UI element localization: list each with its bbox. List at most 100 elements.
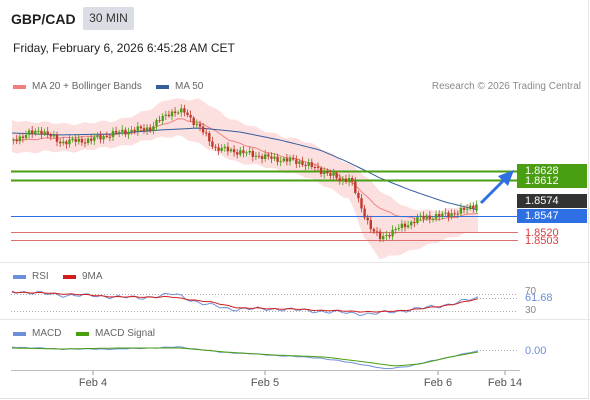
candle-bearish xyxy=(214,146,217,148)
candle-bearish xyxy=(183,108,186,113)
candle-bullish xyxy=(12,139,15,141)
candle-bullish xyxy=(394,229,397,230)
candle-bearish xyxy=(105,136,108,138)
candle-bullish xyxy=(34,130,37,134)
candle-bullish xyxy=(245,152,248,154)
candle-bearish xyxy=(319,168,323,174)
candle-bearish xyxy=(201,126,205,133)
candle-bearish xyxy=(149,127,152,131)
candle-bearish xyxy=(295,159,298,164)
candle-bullish xyxy=(450,213,453,217)
legend-rsi: RSI xyxy=(13,271,49,282)
rsi-tick-upper: 70 xyxy=(525,286,537,297)
candle-bullish xyxy=(164,114,167,116)
candle-bullish xyxy=(441,213,444,217)
candle-bullish xyxy=(239,150,242,155)
macd-signal-swatch xyxy=(76,331,89,336)
candle-bearish xyxy=(335,172,338,179)
candle-bullish xyxy=(155,120,158,127)
legend-macd-signal-label: MACD Signal xyxy=(95,328,156,339)
candle-bearish xyxy=(472,205,475,209)
ma50-swatch xyxy=(156,84,169,89)
candle-bearish xyxy=(198,123,202,127)
candle-bearish xyxy=(422,215,425,219)
candle-bearish xyxy=(326,171,329,174)
candle-bearish xyxy=(186,112,189,115)
candle-bearish xyxy=(276,156,279,162)
macd-swatch xyxy=(13,331,26,336)
candle-bearish xyxy=(59,141,62,144)
candle-bearish xyxy=(372,229,376,232)
candle-bearish xyxy=(49,134,52,137)
legend-ma50: MA 50 xyxy=(156,81,203,92)
candle-bullish xyxy=(332,172,335,176)
candle-bearish xyxy=(344,178,348,182)
candle-bearish xyxy=(338,178,341,182)
timeframe-button[interactable]: 30 MIN xyxy=(83,7,134,30)
candle-bearish xyxy=(31,130,34,134)
candle-bullish xyxy=(68,139,71,145)
candle-bullish xyxy=(24,134,28,138)
candle-bearish xyxy=(15,139,18,142)
candle-bearish xyxy=(208,133,211,142)
forecast-arrow-shaft xyxy=(479,177,507,205)
candle-bullish xyxy=(102,136,105,140)
legend-ma20: MA 20 + Bollinger Bands xyxy=(13,81,142,92)
candle-bearish xyxy=(124,129,127,135)
candle-bullish xyxy=(347,178,351,183)
candle-bearish xyxy=(462,207,466,210)
candle-bearish xyxy=(329,173,332,176)
candle-bearish xyxy=(304,164,307,166)
candle-bullish xyxy=(77,138,80,142)
candle-bullish xyxy=(27,130,31,135)
candle-bullish xyxy=(282,158,285,162)
candle-bearish xyxy=(133,129,136,132)
candle-bullish xyxy=(52,135,56,137)
candle-bullish xyxy=(248,151,251,153)
level-tag-pivot: 1.8547 xyxy=(517,209,587,223)
candle-bearish xyxy=(428,215,431,219)
candle-bearish xyxy=(375,231,379,233)
candle-bullish xyxy=(385,235,388,236)
candle-bullish xyxy=(180,108,183,113)
ma50-line xyxy=(11,127,479,211)
research-credit: Research © 2026 Trading Central xyxy=(431,81,581,92)
candle-bearish xyxy=(313,166,317,168)
candle-bearish xyxy=(403,223,407,228)
candle-bearish xyxy=(139,126,143,129)
chart-datetime: Friday, February 6, 2026 6:45:28 AM CET xyxy=(13,41,235,55)
candle-bearish xyxy=(456,213,459,215)
candle-bearish xyxy=(438,214,441,217)
candle-bearish xyxy=(453,213,456,215)
candle-bullish xyxy=(469,205,472,209)
candle-bearish xyxy=(363,208,366,218)
candle-bearish xyxy=(142,128,146,131)
legend-macd: MACD xyxy=(13,328,61,339)
candle-bearish xyxy=(351,178,354,182)
rsi-ma-line xyxy=(11,291,479,313)
candle-bullish xyxy=(307,162,310,166)
candle-bullish xyxy=(410,221,413,226)
x-tick-label: Feb 14 xyxy=(487,377,523,389)
ma20-swatch xyxy=(13,84,26,89)
candle-bullish xyxy=(111,131,115,138)
candle-bullish xyxy=(177,112,180,114)
candle-bearish xyxy=(260,156,264,159)
candle-bullish xyxy=(254,155,258,157)
legend-rsi-ma: 9MA xyxy=(63,271,103,282)
candle-bullish xyxy=(298,161,301,164)
symbol-title: GBP/CAD xyxy=(11,11,76,27)
candle-bullish xyxy=(341,178,345,182)
rsi-swatch xyxy=(13,274,26,279)
rsi-ma-swatch xyxy=(63,274,76,279)
candle-bearish xyxy=(388,235,391,237)
candle-bearish xyxy=(80,138,84,143)
candle-bearish xyxy=(232,149,236,153)
x-tick-label: Feb 5 xyxy=(250,377,280,389)
candle-bearish xyxy=(74,139,77,142)
candle-bearish xyxy=(173,111,177,113)
candle-bullish xyxy=(223,146,226,148)
candle-bearish xyxy=(21,136,25,138)
candle-bearish xyxy=(292,158,295,160)
candle-bearish xyxy=(285,158,289,162)
